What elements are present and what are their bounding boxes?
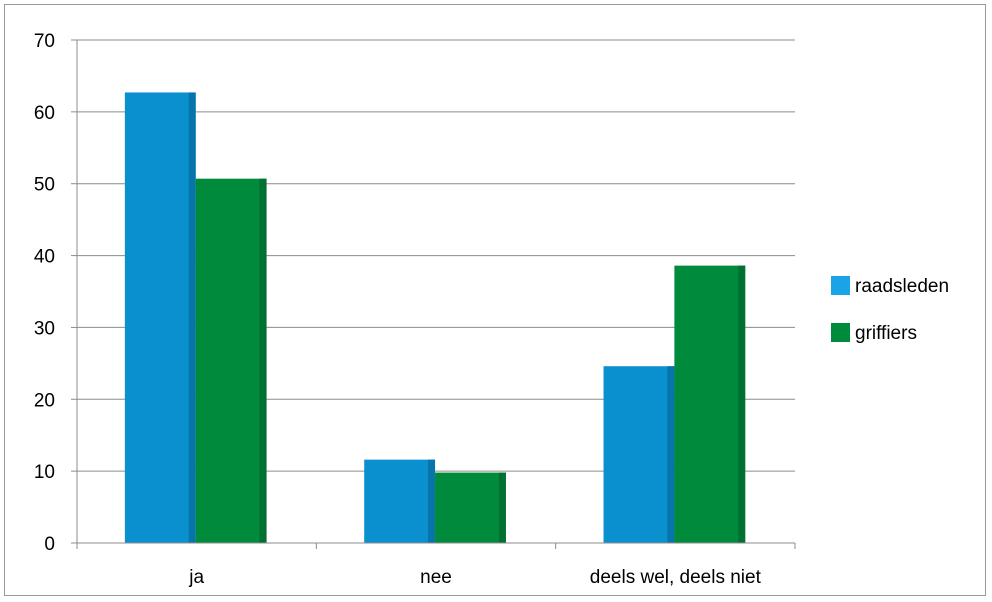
- bar-raadsleden-1: [364, 459, 436, 543]
- x-tick-label: nee: [420, 567, 452, 588]
- bar-edge-griffiers-2: [738, 265, 746, 543]
- x-tick-labels: ja nee deels wel, deels niet: [188, 567, 761, 588]
- bar-griffiers-1: [435, 472, 506, 543]
- x-tick-label: ja: [188, 567, 204, 588]
- y-tick-labels: 0 10 20 30 40 50 60 70: [34, 31, 55, 555]
- legend: raadsleden griffiers: [831, 276, 949, 344]
- y-tick-label: 50: [34, 175, 55, 196]
- y-tick-label: 40: [34, 247, 55, 268]
- y-tick-label: 0: [44, 534, 55, 555]
- bar-edge-raadsleden-2: [667, 366, 675, 543]
- bar-griffiers-2: [674, 265, 746, 543]
- y-tick-label: 60: [34, 103, 55, 124]
- legend-swatch-griffiers: [831, 323, 850, 342]
- bar-edge-griffiers-0: [259, 178, 267, 544]
- bars: [124, 92, 746, 544]
- bar-edge-griffiers-1: [498, 472, 506, 543]
- bar-griffiers-0: [195, 178, 267, 544]
- y-tick-label: 10: [34, 462, 55, 483]
- x-tick-label: deels wel, deels niet: [590, 567, 762, 588]
- axes: [71, 39, 796, 549]
- legend-label-raadsleden: raadsleden: [855, 276, 949, 297]
- bar-raadsleden-0: [124, 92, 196, 543]
- legend-label-griffiers: griffiers: [855, 323, 917, 344]
- y-tick-label: 70: [34, 31, 55, 52]
- bar-edge-raadsleden-0: [188, 92, 196, 543]
- bar-raadsleden-2: [603, 366, 675, 543]
- y-tick-label: 20: [34, 390, 55, 411]
- legend-swatch-raadsleden: [831, 276, 850, 295]
- bar-edge-raadsleden-1: [428, 459, 436, 543]
- y-tick-label: 30: [34, 318, 55, 339]
